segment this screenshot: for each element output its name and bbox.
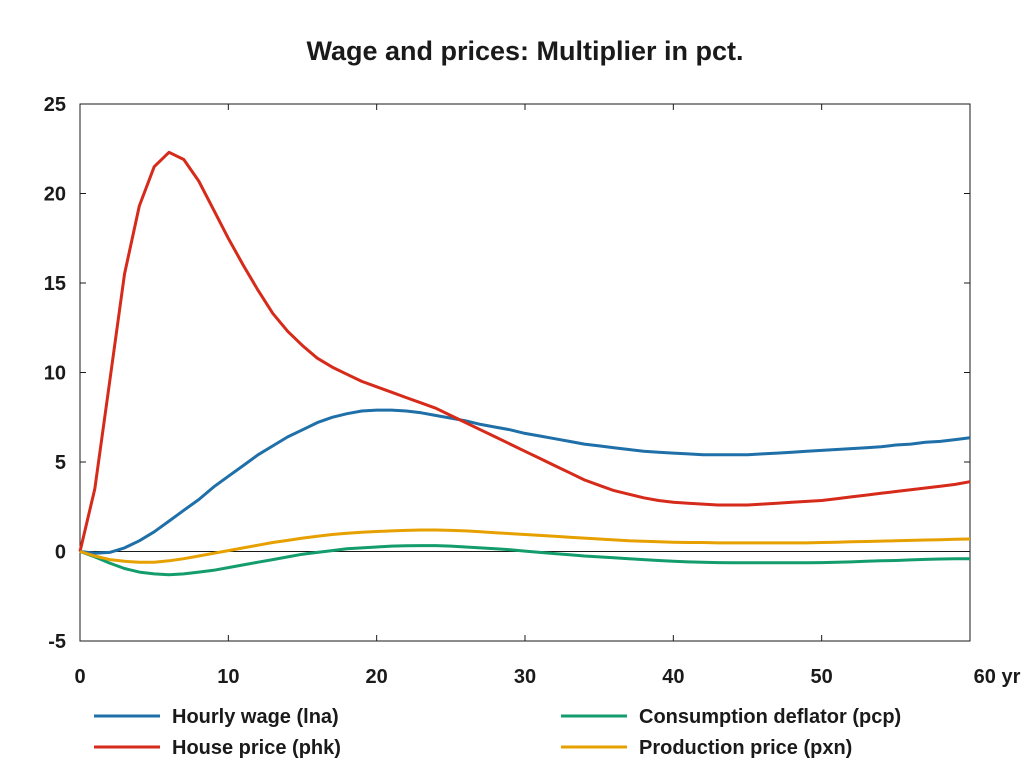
series-line-production-price-pxn (79, 528, 971, 564)
legend-label: Consumption deflator (pcp) (639, 706, 901, 728)
x-tick-label: 10 (217, 666, 239, 688)
x-tick-label: 20 (366, 666, 388, 688)
legend-label: Hourly wage (lna) (172, 706, 339, 728)
legend-label: Production price (pxn) (639, 737, 852, 759)
plot-frame (79, 103, 971, 642)
x-tick-label: 60 yr (974, 666, 1021, 688)
y-tick-label: 5 (55, 452, 66, 474)
series-line-house-price-phk (78, 150, 971, 552)
series-line-hourly-wage-lna (79, 408, 971, 555)
x-tick-label: 50 (811, 666, 833, 688)
series-line-consumption-deflator-pcp (79, 544, 970, 577)
x-tick-label: 30 (514, 666, 536, 688)
y-tick-label: 15 (44, 273, 66, 295)
y-tick-label: 10 (44, 363, 66, 385)
legend: Hourly wage (lna) House price (phk) Consum… (94, 706, 901, 759)
axes: -5 0 5 10 15 20 25 0 10 20 30 40 50 60 yr (44, 94, 1021, 688)
y-tick-label: 20 (44, 184, 66, 206)
y-tick-label: -5 (48, 631, 66, 653)
legend-label: House price (phk) (172, 737, 341, 759)
x-tick-label: 40 (662, 666, 684, 688)
x-tick-label: 0 (74, 666, 85, 688)
chart-title: Wage and prices: Multiplier in pct. (306, 36, 743, 66)
series-group (78, 150, 971, 577)
y-tick-label: 25 (44, 94, 66, 116)
y-tick-label: 0 (55, 542, 66, 564)
